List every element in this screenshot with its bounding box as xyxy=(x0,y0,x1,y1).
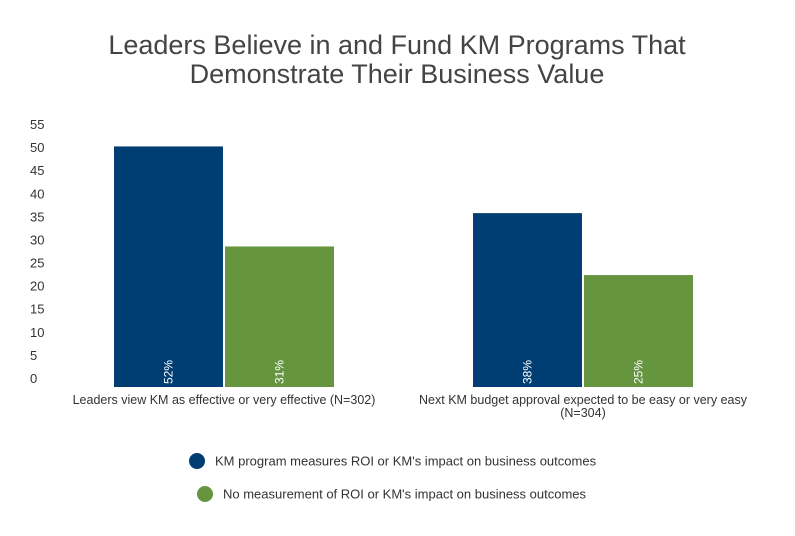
legend-marker xyxy=(197,486,213,502)
y-tick-label: 20 xyxy=(30,279,44,294)
y-tick-label: 50 xyxy=(30,140,44,155)
legend-marker xyxy=(189,453,205,469)
bar xyxy=(584,275,693,387)
chart-title-line-2: Demonstrate Their Business Value xyxy=(190,59,605,89)
y-tick-label: 25 xyxy=(30,256,44,271)
legend: KM program measures ROI or KM's impact o… xyxy=(189,453,597,502)
y-axis: 0 5 10 15 20 25 30 35 40 45 50 55 xyxy=(30,117,44,386)
y-tick-label: 10 xyxy=(30,325,44,340)
bars: 52% 31% 38% 25% xyxy=(114,146,693,387)
bar xyxy=(114,146,223,387)
chart-title-line-1: Leaders Believe in and Fund KM Programs … xyxy=(108,30,686,60)
y-tick-label: 5 xyxy=(30,348,37,363)
y-tick-label: 45 xyxy=(30,163,44,178)
legend-label: KM program measures ROI or KM's impact o… xyxy=(215,454,597,469)
data-label: 38% xyxy=(521,360,535,384)
category-label: Leaders view KM as effective or very eff… xyxy=(73,393,376,407)
bar xyxy=(225,246,334,387)
y-tick-label: 15 xyxy=(30,302,44,317)
y-tick-label: 0 xyxy=(30,371,37,386)
data-label: 31% xyxy=(273,360,287,384)
bar xyxy=(473,213,582,387)
data-label: 52% xyxy=(162,360,176,384)
data-label: 25% xyxy=(632,360,646,384)
legend-label: No measurement of ROI or KM's impact on … xyxy=(223,487,587,502)
category-label: Next KM budget approval expected to be e… xyxy=(419,393,748,407)
chart-title: Leaders Believe in and Fund KM Programs … xyxy=(108,30,686,89)
y-tick-label: 55 xyxy=(30,117,44,132)
y-tick-label: 35 xyxy=(30,209,44,224)
category-labels: Leaders view KM as effective or very eff… xyxy=(73,393,748,420)
category-label: (N=304) xyxy=(560,406,606,420)
y-tick-label: 40 xyxy=(30,186,44,201)
y-tick-label: 30 xyxy=(30,232,44,247)
